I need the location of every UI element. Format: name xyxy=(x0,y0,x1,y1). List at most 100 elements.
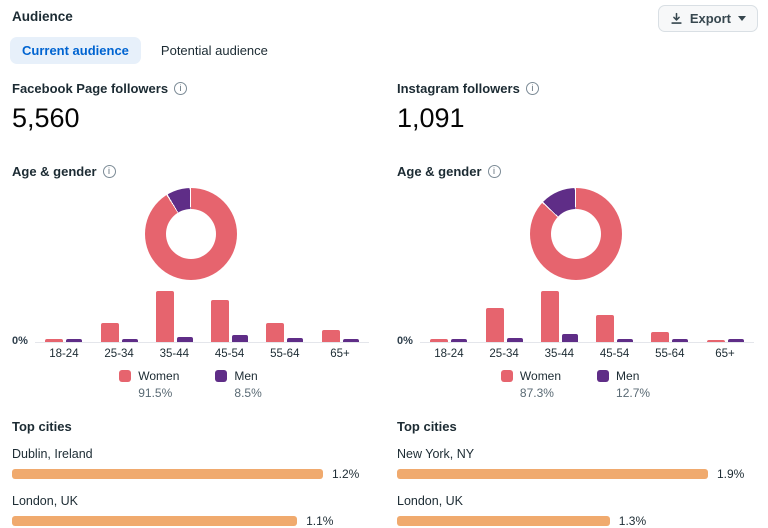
info-icon[interactable]: i xyxy=(102,165,116,178)
x-axis-labels: 18-24 25-34 35-44 45-54 55-64 65+ xyxy=(35,348,369,360)
x-axis-label: 45-54 xyxy=(599,348,630,360)
x-axis-label: 35-44 xyxy=(544,348,575,360)
city-bar-row: 1.1% xyxy=(12,514,369,528)
top-cities: Top cities Dublin, Ireland 1.2% London, UK… xyxy=(12,419,369,528)
women-bar xyxy=(485,308,504,342)
city-bar-row: 1.9% xyxy=(397,467,754,481)
men-bar xyxy=(672,339,689,342)
women-bar xyxy=(651,331,670,342)
x-axis-labels: 18-24 25-34 35-44 45-54 55-64 65+ xyxy=(420,348,754,360)
y-axis-tick: 0% xyxy=(12,335,28,347)
city-bar xyxy=(12,469,323,479)
legend-value: 12.7% xyxy=(616,386,651,400)
age-bar-group xyxy=(92,323,146,342)
women-bar xyxy=(540,291,559,342)
city-row: London, UK 1.1% xyxy=(12,494,369,528)
top-cities: Top cities New York, NY 1.9% London, UK 1.3… xyxy=(397,419,754,528)
city-label: New York, NY xyxy=(397,447,475,461)
audience-panels: Facebook Page followers i 5,560 Age & ge… xyxy=(0,64,768,528)
age-bar-group xyxy=(643,331,697,342)
tab-potential-audience[interactable]: Potential audience xyxy=(160,43,268,58)
women-bar xyxy=(706,339,725,342)
women-swatch-icon xyxy=(119,370,132,382)
women-bar xyxy=(266,323,285,342)
city-label: Dublin, Ireland xyxy=(12,447,93,461)
women-bar xyxy=(596,315,615,342)
age-gender-title: Age & gender xyxy=(12,164,97,179)
top-cities-list: Dublin, Ireland 1.2% London, UK 1.1% xyxy=(12,447,369,528)
export-label: Export xyxy=(689,11,731,26)
metric-value: 1,091 xyxy=(397,103,465,133)
top-cities-list: New York, NY 1.9% London, UK 1.3% xyxy=(397,447,754,528)
age-bar-group xyxy=(422,339,476,342)
men-bar xyxy=(66,338,83,342)
instagram-panel: Instagram followers i 1,091 Age & gender… xyxy=(397,64,754,528)
age-gender-title: Age & gender xyxy=(397,164,482,179)
gender-legend: Women 91.5% Men 8.5% xyxy=(12,369,369,400)
city-value: 1.9% xyxy=(717,467,745,481)
men-bar xyxy=(232,334,249,342)
metric-value: 5,560 xyxy=(12,103,80,133)
audience-tabs: Current audience Potential audience xyxy=(10,37,768,64)
export-button[interactable]: Export xyxy=(657,5,758,32)
city-label: London, UK xyxy=(12,494,79,508)
facebook-panel: Facebook Page followers i 5,560 Age & ge… xyxy=(12,64,369,528)
city-label: London, UK xyxy=(397,494,464,508)
x-axis-label: 45-54 xyxy=(214,348,245,360)
legend-label: Women xyxy=(138,369,180,383)
city-bar xyxy=(12,516,298,526)
city-value: 1.2% xyxy=(332,467,360,481)
followers-metric: Facebook Page followers i 5,560 xyxy=(12,81,369,134)
tab-current-audience[interactable]: Current audience xyxy=(10,37,141,64)
city-row: London, UK 1.3% xyxy=(397,494,754,528)
chevron-down-icon xyxy=(738,16,746,21)
age-bar-group xyxy=(532,291,586,342)
age-bar-group xyxy=(37,338,91,342)
age-gender-donut xyxy=(144,188,237,280)
city-bar xyxy=(397,469,708,479)
age-bar-group xyxy=(698,339,752,342)
age-bar-group xyxy=(258,323,312,342)
info-icon[interactable]: i xyxy=(174,82,188,95)
legend-men: Men 12.7% xyxy=(597,369,650,400)
x-axis-label: 18-24 xyxy=(49,348,79,360)
women-bar xyxy=(211,299,230,342)
legend-label: Men xyxy=(616,369,640,383)
legend-label: Men xyxy=(234,369,258,383)
men-bar xyxy=(176,336,193,342)
age-bar-group xyxy=(313,330,367,342)
women-bar xyxy=(100,323,119,342)
men-bar xyxy=(342,338,359,342)
men-bar xyxy=(451,339,468,342)
legend-label: Women xyxy=(519,369,562,383)
x-axis-label: 65+ xyxy=(715,348,735,360)
age-gender-donut xyxy=(529,188,622,280)
men-bar xyxy=(727,339,744,342)
x-axis-label: 18-24 xyxy=(434,348,464,360)
legend-value: 91.5% xyxy=(138,386,173,400)
x-axis-label: 55-64 xyxy=(655,348,685,360)
men-bar xyxy=(121,338,138,342)
city-bar xyxy=(397,516,610,526)
city-bar-row: 1.2% xyxy=(12,467,369,481)
men-swatch-icon xyxy=(215,370,228,382)
age-gender-bars xyxy=(34,289,369,343)
city-row: New York, NY 1.9% xyxy=(397,447,754,481)
info-icon[interactable]: i xyxy=(525,82,539,95)
men-swatch-icon xyxy=(597,370,610,382)
page-title: Audience xyxy=(12,9,73,24)
info-icon[interactable]: i xyxy=(487,165,501,178)
age-gender-barchart: 0% 18-24 25-34 35-44 45-54 55-64 65+ xyxy=(397,289,754,360)
page-header: Audience Export xyxy=(0,0,768,32)
men-bar xyxy=(506,338,523,342)
city-value: 1.3% xyxy=(618,514,647,528)
x-axis-label: 65+ xyxy=(330,348,350,360)
legend-value: 8.5% xyxy=(234,386,262,400)
legend-women: Women 91.5% xyxy=(119,369,179,400)
city-bar-row: 1.3% xyxy=(397,514,754,528)
followers-metric: Instagram followers i 1,091 xyxy=(397,81,754,134)
men-bar xyxy=(287,337,304,342)
top-cities-title: Top cities xyxy=(397,419,457,434)
download-icon xyxy=(671,12,682,24)
age-gender-barchart: 0% 18-24 25-34 35-44 45-54 55-64 65+ xyxy=(12,289,369,360)
